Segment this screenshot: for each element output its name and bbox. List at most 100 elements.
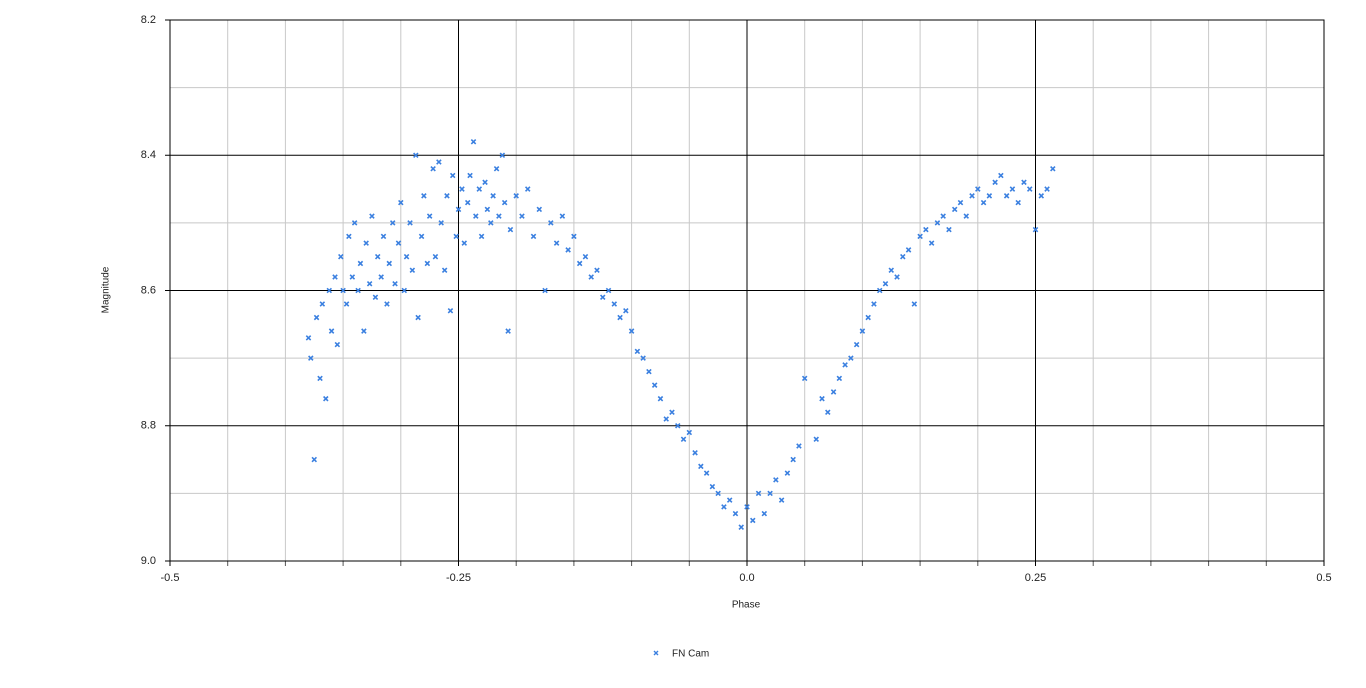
data-point [482,179,488,186]
data-point [611,301,618,307]
y-tick-label: 8.6 [141,284,156,296]
data-point [634,348,641,355]
data-point [715,490,721,497]
data-point [372,294,379,301]
data-point [473,213,479,219]
data-point [1026,186,1033,192]
data-point [553,240,560,246]
data-point [449,172,456,179]
data-point [900,253,906,260]
data-point [403,253,410,260]
data-point [432,253,439,260]
data-point [992,179,998,186]
data-point [501,199,508,206]
data-point [894,274,900,280]
data-point [663,416,669,422]
data-point [934,220,941,226]
data-point [334,341,341,348]
data-point [761,510,768,517]
data-point [1044,186,1050,192]
data-point [784,470,791,476]
data-point [476,186,483,192]
data-point [519,213,525,219]
data-point [1003,193,1010,199]
y-tick-label: 9.0 [141,555,156,567]
data-point [744,504,750,510]
y-axis-label: Magnitude [101,266,112,313]
data-point [484,206,491,213]
data-point [865,314,871,321]
data-point [646,368,652,375]
x-tick-label: 0.25 [1025,572,1046,584]
data-point [530,233,537,240]
data-point [384,301,390,307]
data-point [326,287,333,294]
y-tick-label: 8.4 [141,149,156,161]
data-point [750,517,756,524]
data-point [346,233,352,240]
data-point [505,328,511,334]
data-point [565,247,571,253]
data-point [453,233,459,240]
data-point [773,477,779,483]
data-point [436,159,442,165]
data-point [721,504,727,510]
data-point [709,483,716,490]
data-point [421,193,427,199]
data-point [357,260,364,267]
data-point [366,280,373,287]
data-point [490,193,496,199]
data-point [507,226,514,233]
data-point [1032,226,1039,233]
data-point [830,389,837,395]
plot-frame [169,19,1325,562]
data-point [905,247,912,253]
data-point [447,308,454,314]
data-point [940,213,946,219]
data-point [305,335,312,341]
legend-label: FN Cam [672,649,709,660]
data-point [461,240,468,246]
data-point [441,267,448,273]
y-tick-label: 8.8 [141,420,156,432]
data-point [444,193,450,199]
data-point [767,490,773,497]
data-point [871,301,877,307]
data-point [308,355,314,361]
data-point [732,510,739,517]
data-point [640,355,646,361]
data-point [311,456,318,463]
data-point [726,497,733,503]
data-point [524,186,531,192]
data-point [363,240,369,246]
data-point [582,253,589,260]
data-point [923,226,929,233]
data-point [975,186,981,192]
data-point [340,287,346,294]
data-point [464,199,471,206]
data-point [801,375,808,382]
data-point [813,436,820,443]
data-point [1050,166,1056,172]
data-point [426,213,433,219]
data-point [692,450,698,456]
data-point [470,138,477,145]
data-point [1021,179,1027,186]
data-point [698,463,704,470]
data-point [361,328,367,334]
data-point [790,456,796,463]
data-point [401,287,408,294]
data-point [876,287,883,294]
data-point [424,260,431,267]
data-point [686,429,693,436]
data-point [389,220,396,226]
data-point [651,382,658,388]
data-point [378,274,384,280]
legend-marker [653,650,659,656]
data-point [888,267,895,273]
y-tick-label: 8.2 [141,14,156,26]
data-point [703,470,710,476]
data-point [576,260,583,267]
data-point [657,395,664,402]
data-point [628,328,635,334]
